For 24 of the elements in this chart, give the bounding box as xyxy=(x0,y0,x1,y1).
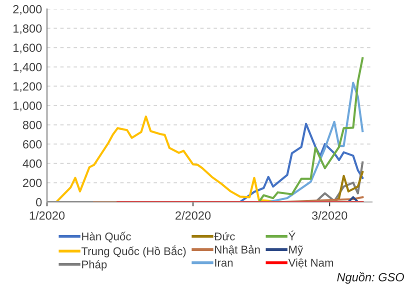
legend-label: Mỹ xyxy=(289,245,304,256)
y-tick-label: 1,000 xyxy=(14,102,42,112)
y-tick-label: 0 xyxy=(36,198,42,206)
y-tick-label: 800 xyxy=(22,120,42,130)
y-tick-label: 1,600 xyxy=(14,44,42,54)
legend-label: Trung Quốc (Hồ Bắc) xyxy=(81,245,186,258)
y-tick-label: 1,200 xyxy=(14,82,42,92)
legend-label: Iran xyxy=(215,258,233,267)
y-tick-label: 2,000 xyxy=(13,5,42,15)
y-tick-label: 200 xyxy=(23,178,42,188)
legend-label: Nhật Bản xyxy=(215,245,260,256)
y-tick-label: 1,400 xyxy=(14,62,42,73)
x-tick-label: 1/2020 xyxy=(30,211,65,220)
legend-label: Đức xyxy=(214,232,235,240)
y-tick-label: 1,800 xyxy=(14,24,42,34)
x-tick-label: 2/2020 xyxy=(176,211,211,220)
legend-label: Hàn Quốc xyxy=(82,232,131,242)
y-tick-label: 400 xyxy=(22,159,42,168)
legend-label: Ý xyxy=(288,230,296,240)
legend-label: Việt Nam xyxy=(288,258,334,268)
y-tick-label: 600 xyxy=(23,140,42,148)
text: Nguồn: GSO xyxy=(337,272,404,284)
legend-label: Pháp xyxy=(82,260,107,271)
x-tick-label: 3/2020 xyxy=(312,211,348,220)
